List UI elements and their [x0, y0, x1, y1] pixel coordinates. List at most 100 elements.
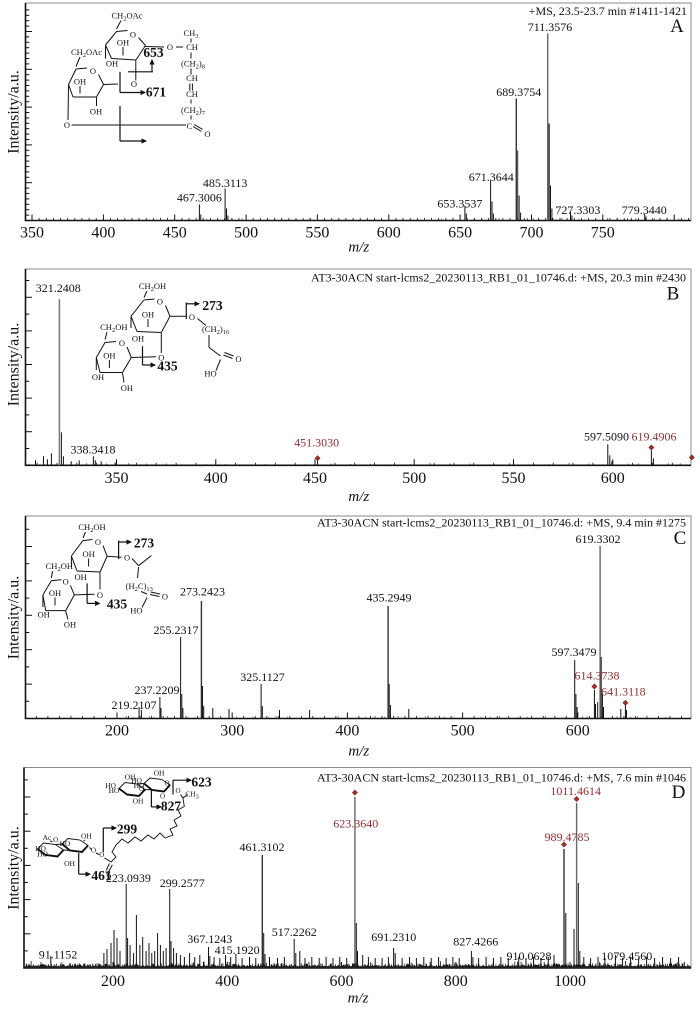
svg-text:727.3303: 727.3303: [555, 203, 600, 217]
svg-text:(H2C)13: (H2C)13: [126, 581, 153, 593]
svg-text:91.1152: 91.1152: [39, 948, 78, 962]
svg-text:B: B: [667, 284, 680, 305]
svg-text:485.3113: 485.3113: [203, 176, 248, 190]
svg-text:451.3030: 451.3030: [294, 436, 339, 450]
svg-text:CH: CH: [186, 89, 198, 99]
svg-text:597.5090: 597.5090: [584, 430, 629, 444]
svg-text:1011.4614: 1011.4614: [550, 784, 601, 798]
svg-text:O: O: [235, 354, 241, 364]
svg-text:435: 435: [157, 359, 178, 374]
svg-text:461.3102: 461.3102: [240, 840, 285, 854]
svg-text:CH2OAc: CH2OAc: [111, 11, 142, 23]
svg-text:600: 600: [601, 470, 625, 487]
svg-text:400: 400: [335, 723, 359, 740]
svg-text:623: 623: [191, 774, 212, 789]
svg-text:O: O: [158, 353, 164, 363]
svg-text:273: 273: [202, 298, 223, 313]
svg-text:653: 653: [143, 45, 164, 60]
svg-text:1000: 1000: [554, 973, 586, 990]
svg-text:500: 500: [402, 470, 426, 487]
svg-text:299: 299: [117, 822, 138, 837]
svg-text:O: O: [131, 79, 137, 89]
svg-text:600: 600: [566, 723, 590, 740]
svg-text:AT3-30ACN start-lcms2_20230113: AT3-30ACN start-lcms2_20230113_RB1_01_10…: [311, 271, 686, 285]
svg-text:HO: HO: [130, 606, 142, 616]
svg-text:OH: OH: [90, 107, 102, 117]
svg-text:450: 450: [303, 470, 327, 487]
svg-text:500: 500: [451, 723, 475, 740]
svg-text:HO: HO: [109, 786, 120, 795]
svg-text:671: 671: [146, 85, 167, 100]
svg-text:O: O: [91, 847, 96, 855]
svg-text:600: 600: [330, 973, 354, 990]
svg-text:910.0628: 910.0628: [507, 949, 552, 963]
svg-text:O: O: [63, 577, 69, 587]
svg-text:HO: HO: [204, 369, 216, 379]
svg-text:650: 650: [448, 225, 472, 242]
svg-text:255.2317: 255.2317: [154, 623, 199, 637]
svg-text:Intensity/a.u.: Intensity/a.u.: [6, 826, 23, 910]
svg-text:O: O: [162, 592, 168, 602]
svg-text:400: 400: [215, 973, 239, 990]
svg-text:321.2408: 321.2408: [36, 281, 81, 295]
svg-text:O: O: [97, 590, 103, 600]
svg-text:O: O: [64, 120, 70, 130]
svg-text:Intensity/a.u.: Intensity/a.u.: [6, 576, 23, 660]
svg-text:467.3006: 467.3006: [177, 191, 222, 205]
svg-text:671.3644: 671.3644: [469, 170, 514, 184]
svg-text:653.3537: 653.3537: [437, 197, 482, 211]
svg-text:O: O: [99, 851, 104, 859]
svg-text:CH3: CH3: [185, 790, 198, 801]
svg-text:AT3-30ACN start-lcms2_20230113: AT3-30ACN start-lcms2_20230113_RB1_01_10…: [317, 771, 686, 785]
svg-text:CH: CH: [186, 73, 198, 83]
svg-text:435: 435: [107, 597, 128, 612]
svg-text:A: A: [670, 16, 684, 37]
svg-text:O: O: [160, 793, 165, 801]
svg-text:CH2OH: CH2OH: [139, 281, 166, 293]
svg-text:HO: HO: [37, 850, 48, 859]
svg-text:641.3118: 641.3118: [601, 685, 646, 699]
svg-text:CH2OAc: CH2OAc: [71, 47, 102, 59]
svg-text:200: 200: [101, 973, 125, 990]
svg-text:219.2107: 219.2107: [112, 698, 157, 712]
svg-text:O: O: [95, 537, 101, 547]
svg-text:350: 350: [20, 225, 44, 242]
svg-text:CH3: CH3: [183, 28, 198, 40]
svg-text:HO: HO: [131, 776, 142, 785]
svg-text:O: O: [175, 787, 180, 795]
svg-text:CH2OH: CH2OH: [46, 561, 73, 573]
svg-text:350: 350: [105, 470, 129, 487]
svg-text:689.3754: 689.3754: [496, 85, 541, 99]
svg-text:C: C: [187, 121, 193, 131]
svg-text:OH: OH: [133, 797, 144, 806]
svg-text:400: 400: [91, 225, 115, 242]
svg-text:989.4785: 989.4785: [545, 830, 590, 844]
svg-text:700: 700: [520, 225, 544, 242]
svg-text:Intensity/a.u.: Intensity/a.u.: [6, 70, 23, 154]
svg-text:Intensity/a.u.: Intensity/a.u.: [6, 323, 23, 407]
svg-text:550: 550: [305, 225, 329, 242]
svg-text:O: O: [130, 30, 136, 40]
svg-text:O: O: [139, 785, 144, 793]
svg-text:m/z: m/z: [348, 991, 369, 1007]
svg-text:273.2423: 273.2423: [180, 585, 225, 599]
svg-text:OH: OH: [74, 77, 86, 87]
svg-text:1079.4560: 1079.4560: [601, 949, 652, 963]
svg-text:O: O: [189, 312, 195, 322]
svg-text:(CH2)8: (CH2)8: [181, 59, 205, 71]
svg-text:OH: OH: [49, 588, 61, 598]
svg-text:450: 450: [163, 225, 187, 242]
svg-text:CH: CH: [186, 42, 198, 52]
svg-text:HO: HO: [134, 781, 145, 790]
svg-text:200: 200: [105, 723, 129, 740]
svg-text:415.1920: 415.1920: [215, 943, 260, 957]
svg-text:461: 461: [91, 868, 112, 883]
svg-text:O: O: [119, 338, 125, 348]
svg-text:OH: OH: [37, 610, 49, 620]
svg-text:600: 600: [377, 225, 401, 242]
svg-text:779.3440: 779.3440: [622, 203, 667, 217]
svg-text:827: 827: [161, 799, 182, 814]
svg-text:AT3-30ACN start-lcms2_20230113: AT3-30ACN start-lcms2_20230113_RB1_01_10…: [317, 516, 686, 530]
svg-text:517.2262: 517.2262: [272, 925, 317, 939]
svg-text:C: C: [674, 528, 687, 549]
